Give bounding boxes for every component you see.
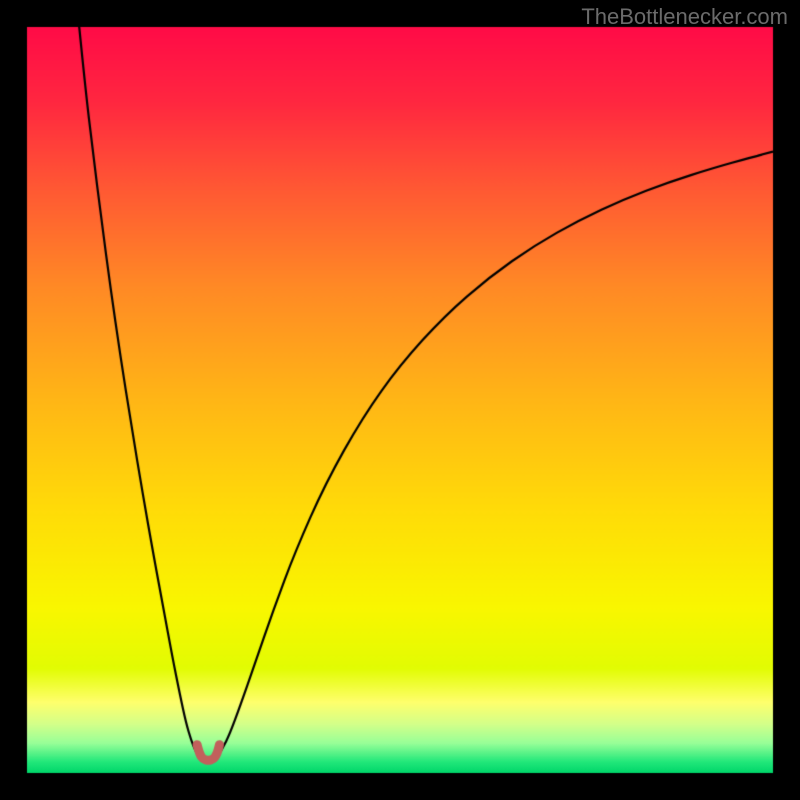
chart-stage: TheBottlenecker.com xyxy=(0,0,800,800)
bottleneck-curve-chart xyxy=(0,0,800,800)
